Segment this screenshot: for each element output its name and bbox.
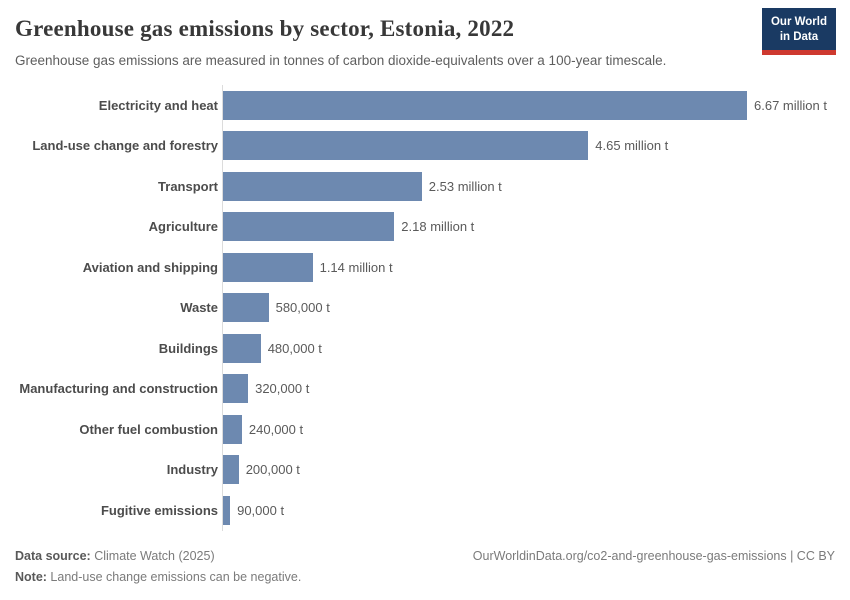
value-label: 240,000 t	[248, 421, 304, 437]
category-label: Agriculture	[148, 219, 218, 235]
bar-row: Other fuel combustion 240,000 t	[15, 409, 835, 450]
bar-row: Waste 580,000 t	[15, 287, 835, 328]
bar-row: Agriculture 2.18 million t	[15, 206, 835, 247]
footer-left: Data source: Climate Watch (2025) Note: …	[15, 546, 301, 588]
category-label: Land-use change and forestry	[32, 138, 218, 154]
data-source-value: Climate Watch (2025)	[90, 549, 215, 563]
value-label: 90,000 t	[237, 502, 285, 518]
category-label: Industry	[166, 462, 218, 478]
bar-zone: 320,000 t	[222, 368, 835, 409]
bar[interactable]	[223, 495, 231, 525]
chart-subtitle: Greenhouse gas emissions are measured in…	[15, 53, 667, 68]
bar[interactable]	[223, 333, 261, 363]
owid-logo[interactable]: Our World in Data	[761, 8, 836, 55]
value-label: 4.65 million t	[595, 138, 669, 154]
bar-zone: 2.18 million t	[222, 206, 835, 247]
category-label: Other fuel combustion	[79, 421, 218, 437]
bar[interactable]	[223, 414, 242, 444]
bar-zone: 480,000 t	[222, 328, 835, 369]
bar[interactable]	[223, 171, 422, 201]
value-label: 580,000 t	[275, 300, 330, 316]
category-label: Transport	[158, 178, 218, 194]
bar[interactable]	[223, 293, 269, 323]
bar[interactable]	[223, 455, 239, 485]
bar-zone: 90,000 t	[222, 490, 835, 531]
value-label: 200,000 t	[245, 462, 300, 478]
owid-logo-line2: in Data	[779, 30, 819, 43]
bar[interactable]	[223, 374, 249, 404]
bar[interactable]	[223, 131, 589, 161]
bar-row: Transport 2.53 million t	[15, 166, 835, 207]
bar[interactable]	[223, 212, 395, 242]
bar[interactable]	[223, 252, 313, 282]
category-label: Electricity and heat	[98, 97, 218, 113]
note-line: Note: Land-use change emissions can be n…	[15, 567, 301, 588]
bar[interactable]	[223, 90, 747, 120]
value-label: 2.18 million t	[401, 219, 475, 235]
bar-row: Manufacturing and construction 320,000 t	[15, 368, 835, 409]
category-label: Waste	[180, 300, 218, 316]
category-label: Aviation and shipping	[82, 259, 218, 275]
note-value: Land-use change emissions can be negativ…	[46, 570, 302, 584]
category-label: Manufacturing and construction	[19, 381, 218, 397]
value-label: 1.14 million t	[319, 259, 393, 275]
data-source-line: Data source: Climate Watch (2025)	[15, 546, 301, 567]
bar-zone: 580,000 t	[222, 287, 835, 328]
value-label: 6.67 million t	[754, 97, 827, 113]
bar-row: Electricity and heat 6.67 million t	[15, 85, 835, 126]
note-label: Note:	[15, 570, 47, 584]
value-label: 480,000 t	[267, 340, 322, 356]
bar-zone: 4.65 million t	[222, 125, 835, 166]
bar-zone: 200,000 t	[222, 449, 835, 490]
bar-zone: 6.67 million t	[222, 85, 835, 126]
bar-zone: 2.53 million t	[222, 166, 835, 207]
owid-logo-line1: Our World	[770, 16, 827, 28]
bar-row: Fugitive emissions 90,000 t	[15, 490, 835, 531]
value-label: 320,000 t	[255, 381, 310, 397]
data-source-label: Data source:	[15, 549, 91, 563]
citation-link[interactable]: OurWorldinData.org/co2-and-greenhouse-ga…	[472, 549, 835, 563]
bar-row: Buildings 480,000 t	[15, 328, 835, 369]
bar-row: Aviation and shipping 1.14 million t	[15, 247, 835, 288]
bar-zone: 240,000 t	[222, 409, 835, 450]
chart: Electricity and heat 6.67 million t Land…	[15, 85, 835, 531]
category-label: Buildings	[158, 340, 218, 356]
value-label: 2.53 million t	[428, 178, 502, 194]
bar-row: Industry 200,000 t	[15, 449, 835, 490]
chart-title: Greenhouse gas emissions by sector, Esto…	[15, 16, 515, 41]
category-label: Fugitive emissions	[100, 502, 218, 518]
bar-row: Land-use change and forestry 4.65 millio…	[15, 125, 835, 166]
bar-zone: 1.14 million t	[222, 247, 835, 288]
